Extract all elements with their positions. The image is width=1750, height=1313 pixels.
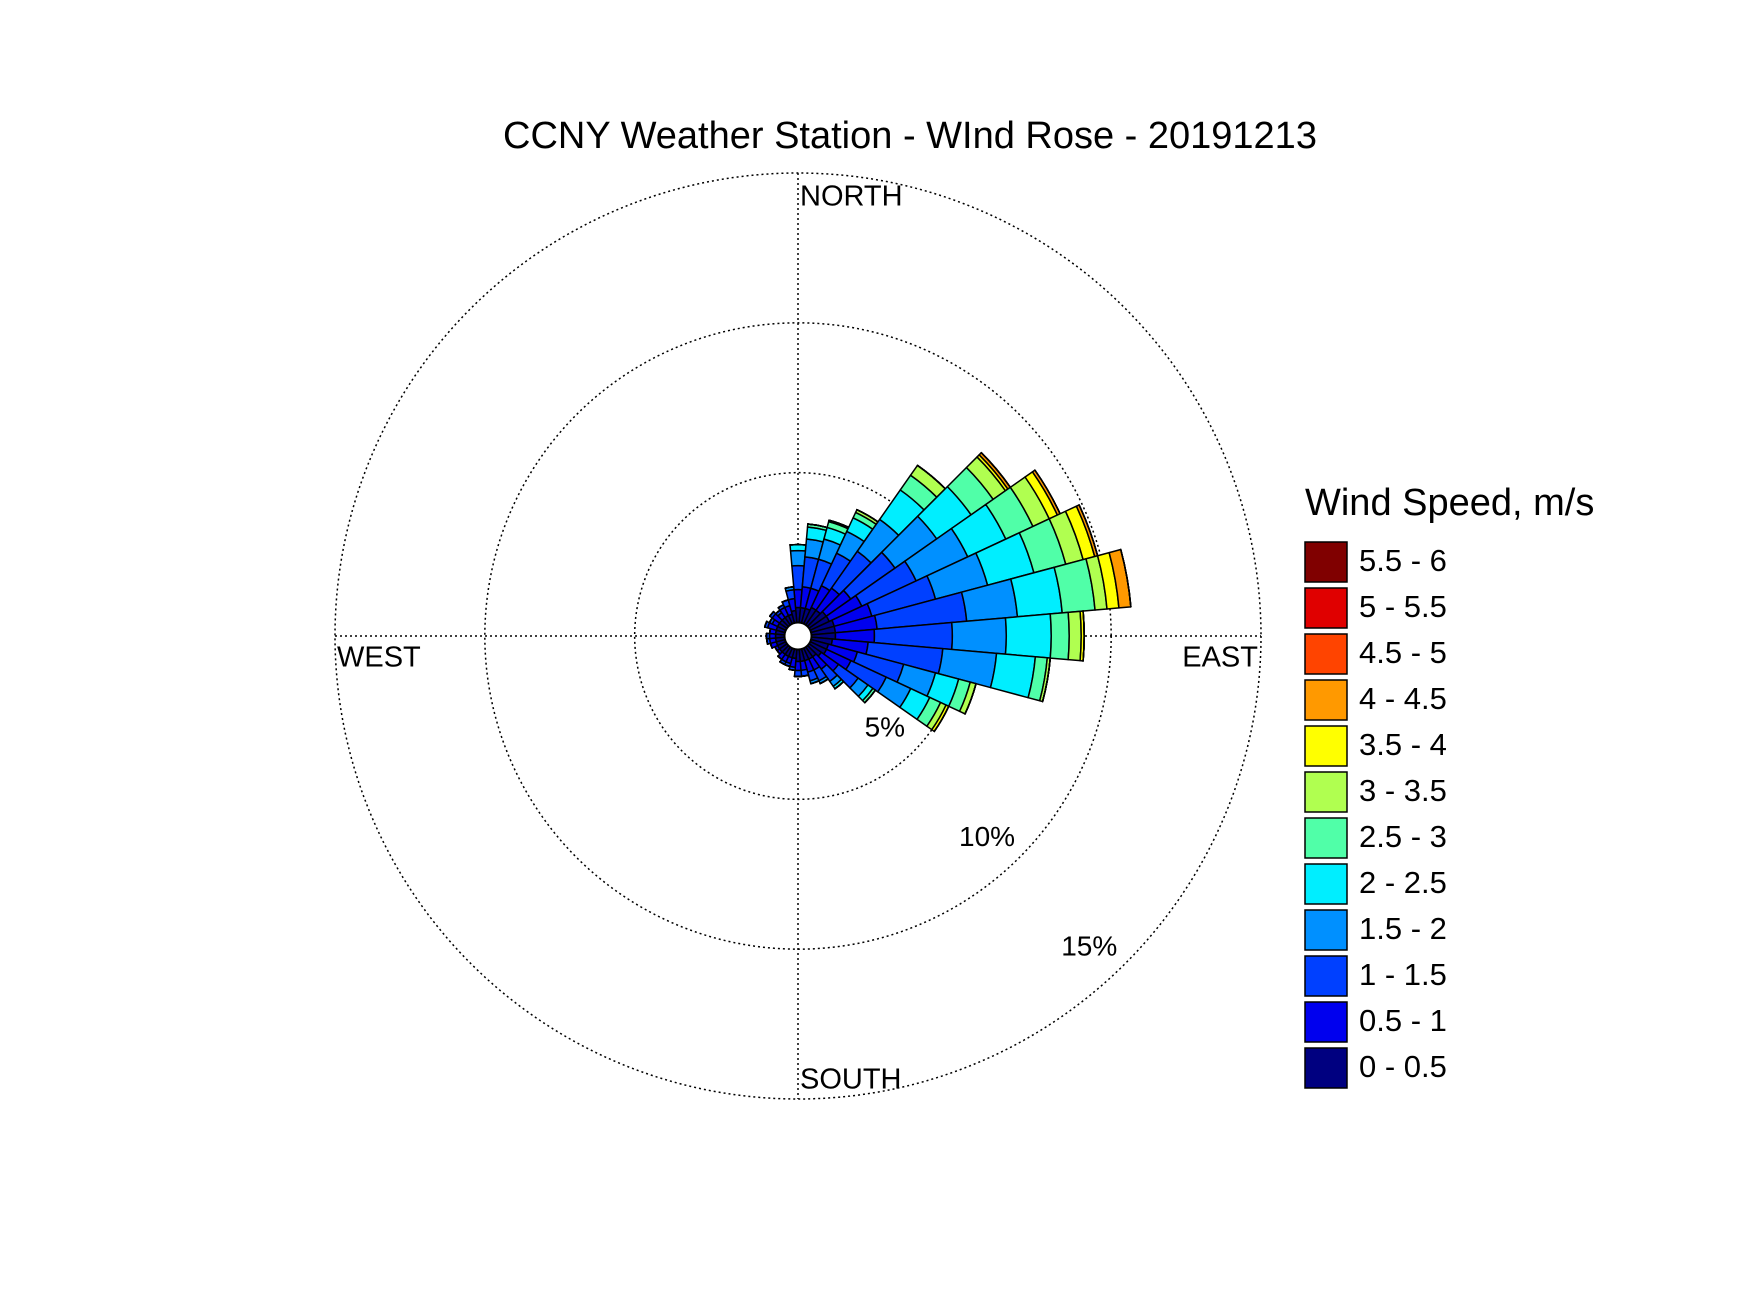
legend-label: 1 - 1.5 [1359, 957, 1447, 992]
legend-swatch [1304, 1047, 1348, 1089]
wedge [793, 669, 803, 678]
legend-swatch [1304, 1001, 1348, 1043]
legend-swatch [1304, 955, 1348, 997]
legend-label: 0 - 0.5 [1359, 1049, 1447, 1084]
wedge [769, 610, 775, 617]
wedge [779, 661, 786, 666]
wedge [964, 682, 977, 715]
wedge [788, 668, 796, 672]
wedge [765, 637, 769, 645]
legend-swatch [1304, 679, 1348, 721]
legend-label: 1.5 - 2 [1359, 911, 1447, 946]
legend-label: 4 - 4.5 [1359, 681, 1447, 716]
r-tick-label: 5% [865, 712, 905, 743]
legend-swatch [1304, 541, 1348, 583]
legend-swatch [1304, 725, 1348, 767]
wedge [1041, 657, 1052, 703]
north-label: NORTH [800, 181, 903, 213]
labels: NORTH EAST SOUTH WEST [337, 181, 1258, 1096]
r-tick-label: 10% [959, 821, 1015, 852]
wedge [789, 543, 807, 552]
grid-circle [484, 322, 1112, 950]
wedge [784, 585, 795, 589]
wedge [763, 620, 768, 628]
wedge [834, 680, 845, 690]
wedge [1067, 610, 1082, 662]
wedge [810, 680, 820, 685]
legend-swatch [1304, 863, 1348, 905]
legend-label: 3.5 - 4 [1359, 727, 1447, 762]
r-tick-label: 15% [1061, 931, 1117, 962]
chart-title: CCNY Weather Station - WInd Rose - 20191… [503, 115, 1317, 157]
legend-label: 0.5 - 1 [1359, 1003, 1447, 1038]
west-label: WEST [337, 642, 421, 674]
wedge [1049, 611, 1070, 661]
center-hole [783, 621, 813, 651]
wedge [1004, 613, 1052, 659]
wedge [777, 655, 783, 661]
legend-swatch [1304, 909, 1348, 951]
wedge [951, 617, 1008, 655]
legend: 5.5 - 6 5 - 5.5 4.5 - 5 4 - 4.5 3.5 - 4 3 - 3… [1304, 541, 1447, 1089]
wedge [1082, 610, 1085, 662]
wedge [1120, 548, 1132, 608]
east-label: EAST [1182, 642, 1258, 674]
grid: 5% 10% 15% [334, 172, 1262, 1100]
legend-swatch [1304, 817, 1348, 859]
legend-label: 5 - 5.5 [1359, 589, 1447, 624]
wedge [789, 549, 807, 567]
legend-label: 3 - 3.5 [1359, 773, 1447, 808]
south-label: SOUTH [800, 1064, 902, 1096]
legend-label: 4.5 - 5 [1359, 635, 1447, 670]
grid-circle [334, 172, 1262, 1100]
wedge [864, 689, 877, 704]
wedge [819, 678, 829, 685]
legend-swatch [1304, 587, 1348, 629]
legend-swatch [1304, 633, 1348, 675]
legend-label: 2 - 2.5 [1359, 865, 1447, 900]
legend-swatch [1304, 771, 1348, 813]
legend-label: 5.5 - 6 [1359, 543, 1447, 578]
legend-title: Wind Speed, m/s [1305, 482, 1594, 524]
wedge [933, 705, 950, 733]
legend-label: 2.5 - 3 [1359, 819, 1447, 854]
wedges [763, 451, 1132, 733]
